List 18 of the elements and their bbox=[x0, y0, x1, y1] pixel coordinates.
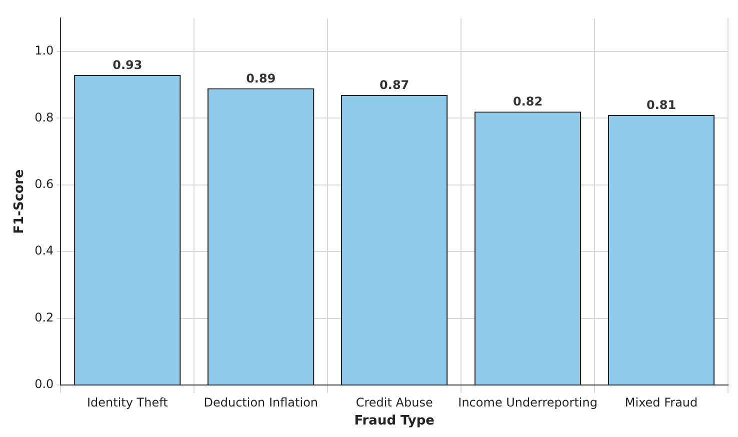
x-tick-label: Mixed Fraud bbox=[624, 395, 698, 410]
x-axis-title: Fraud Type bbox=[354, 414, 435, 429]
y-axis-title: F1-Score bbox=[12, 169, 28, 234]
data-label: 0.81 bbox=[646, 98, 676, 112]
y-tick-label: 0.0 bbox=[34, 377, 54, 392]
x-tick-label: Income Underreporting bbox=[458, 395, 598, 410]
data-label: 0.93 bbox=[112, 58, 142, 72]
y-tick-label: 0.6 bbox=[34, 177, 54, 192]
y-tick-label: 1.0 bbox=[34, 44, 54, 58]
y-tick-label: 0.2 bbox=[34, 310, 54, 324]
data-label: 0.89 bbox=[246, 71, 276, 86]
y-tick-label: 0.4 bbox=[34, 244, 54, 258]
data-label: 0.82 bbox=[513, 94, 543, 109]
data-label: 0.87 bbox=[380, 78, 410, 92]
x-tick-label: Deduction Inflation bbox=[204, 395, 318, 410]
y-tick-label: 0.8 bbox=[34, 110, 54, 124]
x-tick-label: Credit Abuse bbox=[356, 395, 433, 410]
x-tick-label: Identity Theft bbox=[86, 395, 168, 410]
